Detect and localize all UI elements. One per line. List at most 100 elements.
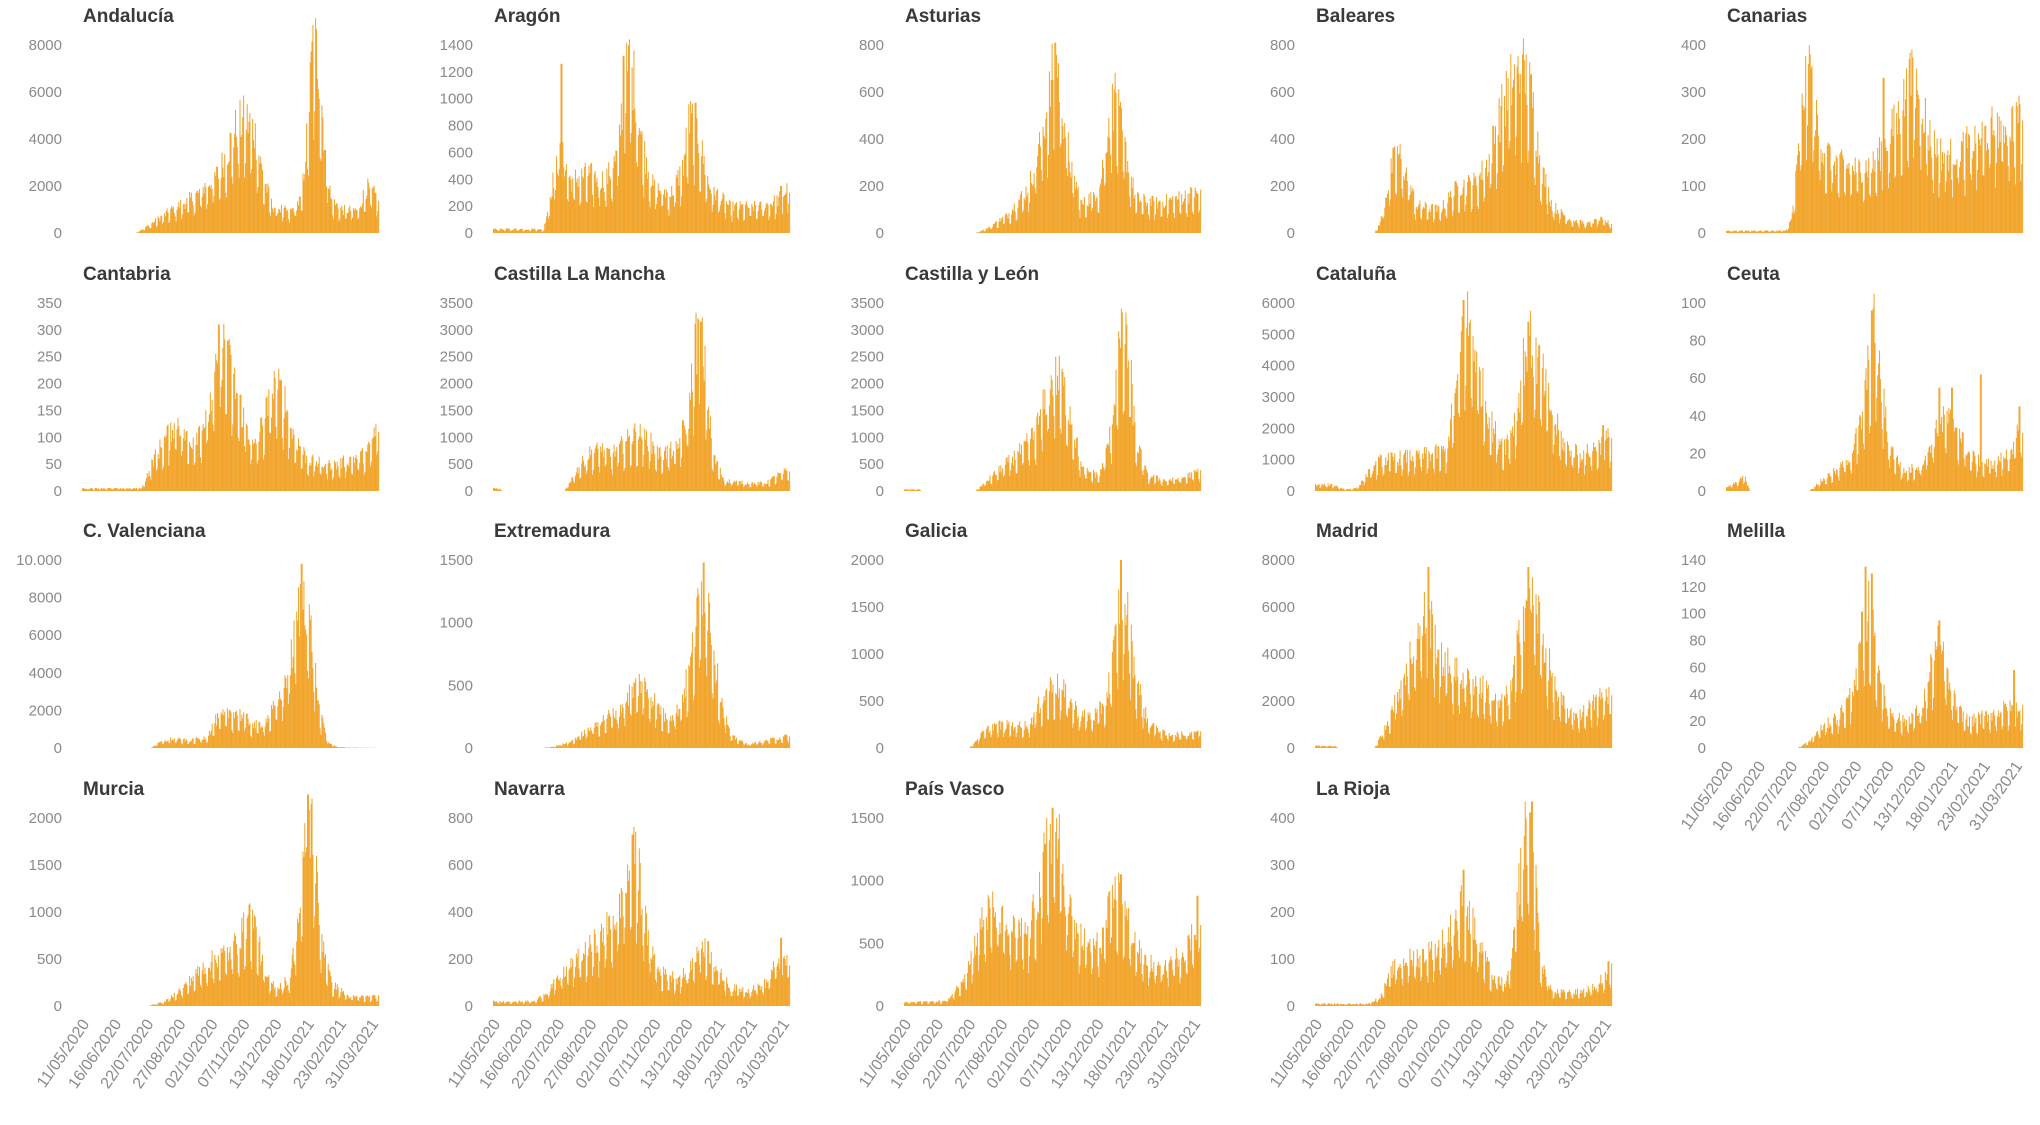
bar: [185, 204, 187, 233]
bar: [1195, 191, 1197, 233]
bar: [1579, 220, 1581, 233]
bar: [1418, 449, 1420, 491]
bar: [1200, 469, 1202, 491]
bar: [1611, 695, 1613, 748]
bar: [82, 487, 84, 491]
y-tick-label: 5000: [1262, 326, 1295, 343]
bar: [1007, 724, 1009, 748]
bar: [175, 743, 177, 748]
y-tick-label: 1000: [1262, 451, 1295, 468]
bar: [1825, 732, 1827, 748]
bar: [1920, 474, 1922, 491]
bar: [174, 448, 176, 491]
bar: [740, 988, 742, 1006]
bar: [1870, 425, 1872, 491]
bar: [984, 738, 986, 748]
bar: [772, 476, 774, 491]
bar: [1350, 488, 1352, 491]
bar: [1541, 183, 1543, 233]
bar: [1894, 473, 1896, 491]
bar: [1128, 650, 1130, 748]
bar: [515, 1000, 517, 1006]
bar: [627, 692, 629, 748]
bar: [1131, 383, 1133, 491]
bar: [668, 470, 670, 491]
bar: [1353, 487, 1355, 491]
bar: [697, 317, 699, 491]
bar: [1066, 715, 1068, 748]
bar: [196, 737, 198, 748]
bar: [762, 744, 764, 748]
bar: [1899, 720, 1901, 748]
bar: [780, 472, 782, 491]
bar: [373, 994, 375, 1006]
bar: [1838, 480, 1840, 491]
bar: [207, 439, 209, 491]
bar: [1919, 145, 1921, 233]
bar: [1112, 130, 1114, 233]
bar: [1472, 335, 1474, 491]
bar: [1456, 380, 1458, 491]
bar: [1323, 746, 1325, 748]
bar: [1957, 459, 1959, 491]
bar: [1816, 483, 1818, 491]
bar: [667, 210, 669, 233]
bar: [647, 171, 649, 233]
bar: [1506, 433, 1508, 491]
bar: [235, 711, 237, 748]
bar: [1320, 486, 1322, 491]
bar: [258, 441, 260, 491]
bar: [611, 474, 613, 491]
bar: [1385, 197, 1387, 233]
bar: [1018, 452, 1020, 491]
bar: [565, 170, 567, 233]
bar: [1171, 480, 1173, 491]
bar: [1490, 183, 1492, 233]
bar: [1386, 197, 1388, 233]
bar: [2004, 143, 2006, 233]
bar: [336, 983, 338, 1006]
bar: [1536, 614, 1538, 748]
bar: [210, 184, 212, 233]
bar: [1834, 470, 1836, 491]
bar: [1461, 316, 1463, 491]
bar: [189, 441, 191, 491]
bar: [1450, 674, 1452, 748]
bar: [270, 432, 272, 491]
bar: [1502, 171, 1504, 233]
bar: [1079, 218, 1081, 233]
bar: [982, 730, 984, 748]
bar: [1114, 405, 1116, 491]
bar: [573, 198, 575, 233]
bar: [1003, 737, 1005, 748]
bar: [705, 439, 707, 491]
bar: [609, 713, 611, 748]
bar: [1936, 646, 1938, 748]
bar: [770, 737, 772, 748]
bar: [108, 487, 110, 491]
bar: [644, 677, 646, 748]
bar: [1450, 190, 1452, 233]
bar: [1749, 231, 1751, 233]
bar: [1433, 472, 1435, 491]
bar: [919, 489, 921, 491]
bar: [1055, 42, 1057, 234]
bar: [669, 196, 671, 233]
bar: [1107, 136, 1109, 233]
bar: [1423, 458, 1425, 491]
bar: [299, 446, 301, 491]
bar: [1896, 722, 1898, 748]
bar: [1498, 98, 1500, 233]
bar: [550, 199, 552, 233]
bar: [702, 163, 704, 233]
bar: [1073, 459, 1075, 491]
bar: [244, 451, 246, 491]
bar: [1823, 725, 1825, 748]
bar: [208, 967, 210, 1006]
bar: [370, 461, 372, 491]
bar: [1536, 383, 1538, 491]
bar: [532, 229, 534, 233]
bar: [1500, 701, 1502, 748]
bar: [1192, 739, 1194, 748]
bar: [1111, 83, 1113, 234]
